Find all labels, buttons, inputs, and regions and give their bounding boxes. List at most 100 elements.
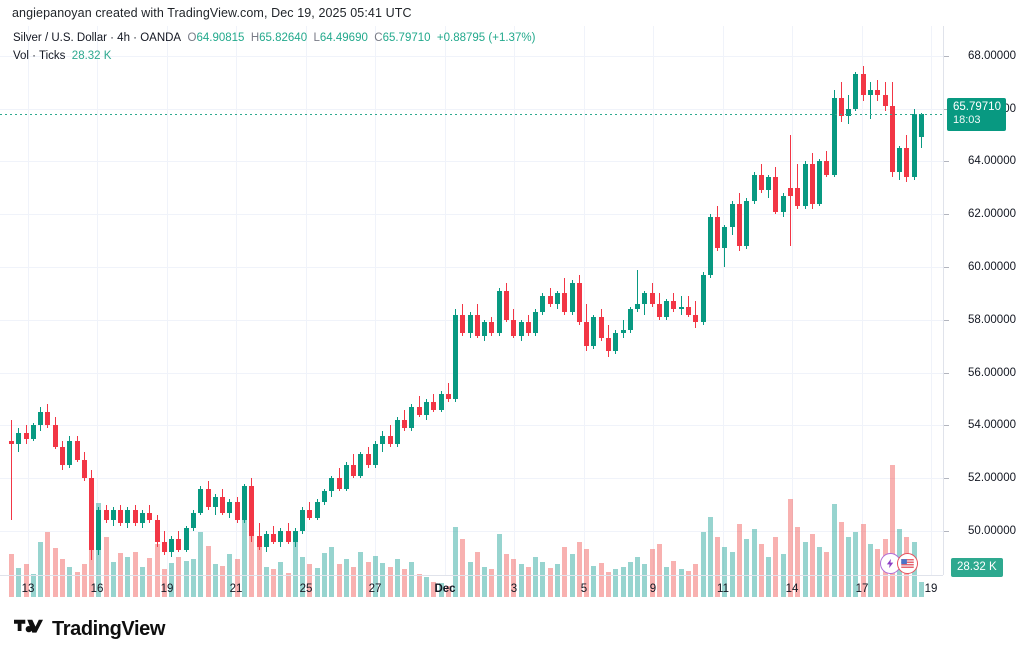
volume-bar (351, 566, 357, 597)
gridline-horizontal (0, 214, 943, 216)
volume-bar (824, 551, 830, 597)
volume-bar (292, 541, 298, 597)
time-axis-separator (0, 575, 943, 576)
volume-bar (205, 545, 211, 597)
volume-bar (511, 559, 517, 597)
chart-canvas[interactable] (0, 26, 943, 597)
gridline-vertical (514, 26, 515, 575)
volume-bar (169, 563, 175, 597)
volume-bar (547, 568, 553, 597)
volume-bar (132, 551, 138, 597)
volume-bar (59, 559, 65, 597)
legend-exchange[interactable]: OANDA (140, 32, 182, 44)
volume-bar (620, 566, 626, 597)
candle-body (911, 113, 917, 178)
candle-body (445, 393, 451, 399)
candle-body (278, 531, 284, 542)
volume-bar (256, 544, 262, 597)
candle-body (693, 314, 699, 323)
time-axis-tick: 19 (160, 583, 174, 595)
candle-wick (447, 383, 449, 402)
candle-body (496, 290, 502, 333)
volume-bar (336, 564, 342, 597)
volume-bar (817, 546, 823, 597)
us-flag-icon[interactable] (897, 553, 918, 574)
volume-badge[interactable]: 28.32 K (951, 558, 1003, 577)
footer-brand[interactable]: TradingView (14, 618, 165, 641)
candle-wick (389, 425, 391, 447)
legend-close-value: 65.79710 (382, 32, 431, 44)
candle-body (518, 322, 524, 336)
candle-body (227, 501, 233, 513)
candle-body (322, 491, 328, 502)
price-tick-dash (944, 531, 949, 533)
time-axis-tick: 25 (299, 583, 313, 595)
candle-wick (637, 269, 639, 312)
legend-dot-2: · (129, 32, 141, 44)
volume-bar (314, 568, 320, 597)
volume-bar (700, 531, 706, 597)
price-tick-dash (944, 55, 949, 57)
candle-body (81, 459, 87, 479)
candle-body (744, 200, 750, 246)
candle-body (722, 227, 728, 249)
legend-symbol[interactable]: Silver / U.S. Dollar (13, 32, 107, 44)
volume-bar (161, 569, 167, 597)
legend-symbol-row[interactable]: Silver / U.S. Dollar · 4h · OANDA O64.90… (13, 31, 535, 46)
legend-volume-value: 28.32 K (71, 50, 112, 62)
volume-bar (860, 524, 866, 597)
candle-body (103, 509, 109, 521)
candle-body (285, 531, 291, 542)
volume-bar (576, 541, 582, 597)
volume-bar (715, 536, 721, 597)
candle-body (198, 488, 204, 513)
price-axis[interactable]: 68.0000066.0000064.0000062.0000060.00000… (944, 26, 1024, 577)
chart-legend: Silver / U.S. Dollar · 4h · OANDA O64.90… (13, 31, 535, 64)
price-axis-tick: 68.00000 (968, 49, 1016, 62)
candle-body (292, 531, 298, 542)
legend-change-percent: (+1.37%) (488, 32, 536, 44)
volume-bar (300, 556, 306, 597)
time-axis-tick: 11 (717, 583, 729, 595)
candle-body (620, 330, 626, 333)
volume-bar (664, 566, 670, 597)
candle-body (191, 512, 196, 529)
candle-body (387, 435, 393, 444)
candle-body (569, 282, 575, 312)
candle-body (656, 303, 662, 318)
volume-bar (278, 561, 284, 597)
candle-body (140, 512, 146, 524)
volume-bar (686, 570, 692, 597)
candle-body (176, 538, 182, 550)
candle-body (525, 322, 531, 333)
volume-bar (846, 536, 852, 597)
candle-body (707, 216, 713, 275)
gridline-horizontal (0, 372, 943, 374)
candle-body (74, 441, 80, 460)
candle-wick (258, 523, 260, 550)
tradingview-logo-icon (14, 618, 43, 641)
legend-volume-row[interactable]: Vol · Ticks 28.32 K (13, 49, 535, 64)
candle-body (132, 509, 138, 524)
price-tick-dash (944, 319, 949, 321)
price-tick-dash (944, 108, 949, 110)
volume-bar (584, 549, 590, 597)
current-price-badge[interactable]: 65.79710 18:03 (947, 97, 1006, 131)
time-axis[interactable]: 13 16 19 21 25 27 Dec 3 5 9 11 14 17 19 (0, 576, 943, 604)
candle-body (394, 420, 400, 444)
candle-body (919, 113, 924, 138)
volume-bar (635, 556, 641, 597)
candle-body (89, 478, 95, 550)
candle-body (110, 509, 116, 521)
candle-body (118, 509, 124, 524)
volume-bar (110, 561, 116, 597)
volume-bar (562, 546, 568, 597)
gridline-vertical (931, 26, 932, 575)
chart-badges (880, 553, 940, 577)
volume-bar (402, 569, 408, 597)
volume-bar (875, 549, 881, 597)
volume-bar (540, 561, 546, 597)
legend-interval[interactable]: 4h (117, 32, 130, 44)
candle-body (241, 486, 247, 521)
candle-body (904, 148, 910, 178)
